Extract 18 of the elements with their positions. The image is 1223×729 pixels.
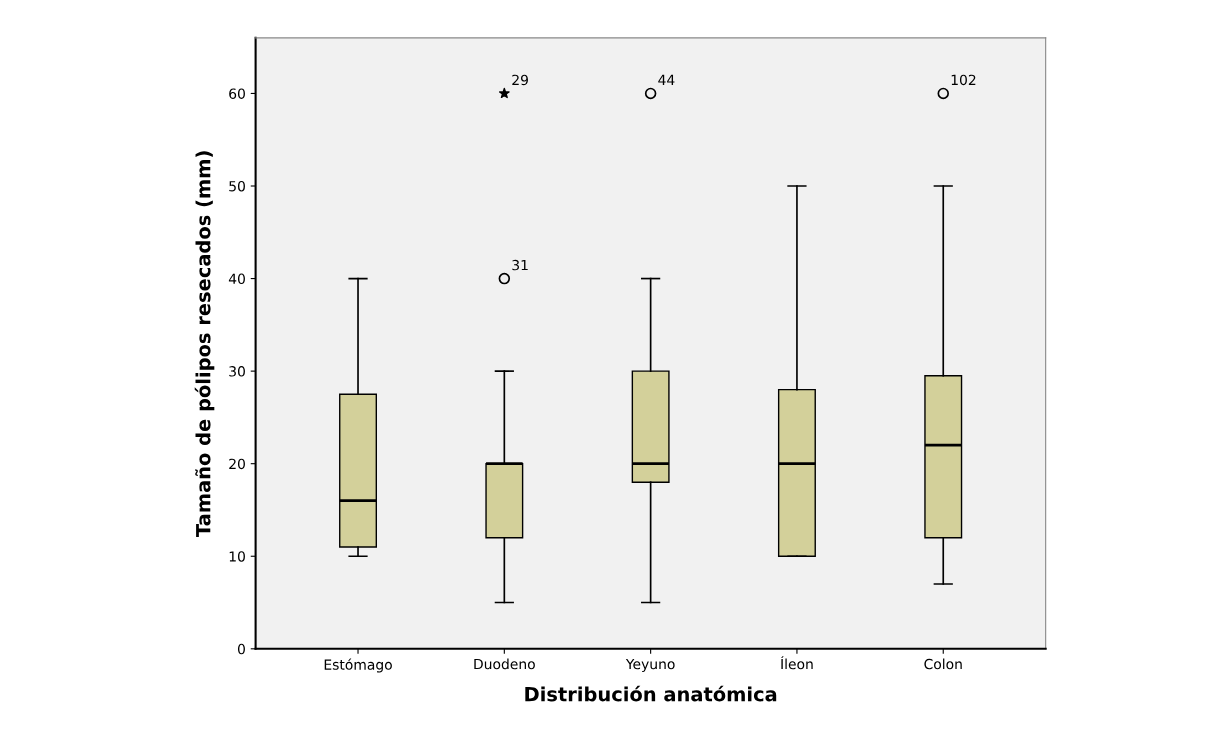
x-tick-label: Íleon <box>781 656 813 670</box>
annotation: 31 <box>512 259 528 271</box>
x-tick-label: Yeyuno <box>625 658 675 672</box>
y-tick-label: 10 <box>229 551 245 562</box>
y-tick-label: 20 <box>229 458 245 470</box>
annotation: 102 <box>951 74 976 86</box>
annotation: 44 <box>658 74 675 85</box>
y-tick-label: 50 <box>229 180 245 192</box>
y-tick-label: 40 <box>228 273 245 285</box>
y-axis-title: Tamaño de pólipos resecados (mm) <box>194 151 215 537</box>
y-tick-label: 0 <box>237 643 245 655</box>
x-tick-label: Duodeno <box>474 658 535 670</box>
x-axis-title: Distribución anatómica <box>525 685 777 702</box>
x-tick-label: Colon <box>924 658 962 670</box>
y-tick-label: 60 <box>229 88 245 99</box>
y-tick-label: 30 <box>229 366 245 377</box>
annotation: 29 <box>512 74 528 86</box>
x-tick-label: Estómago <box>324 658 392 673</box>
